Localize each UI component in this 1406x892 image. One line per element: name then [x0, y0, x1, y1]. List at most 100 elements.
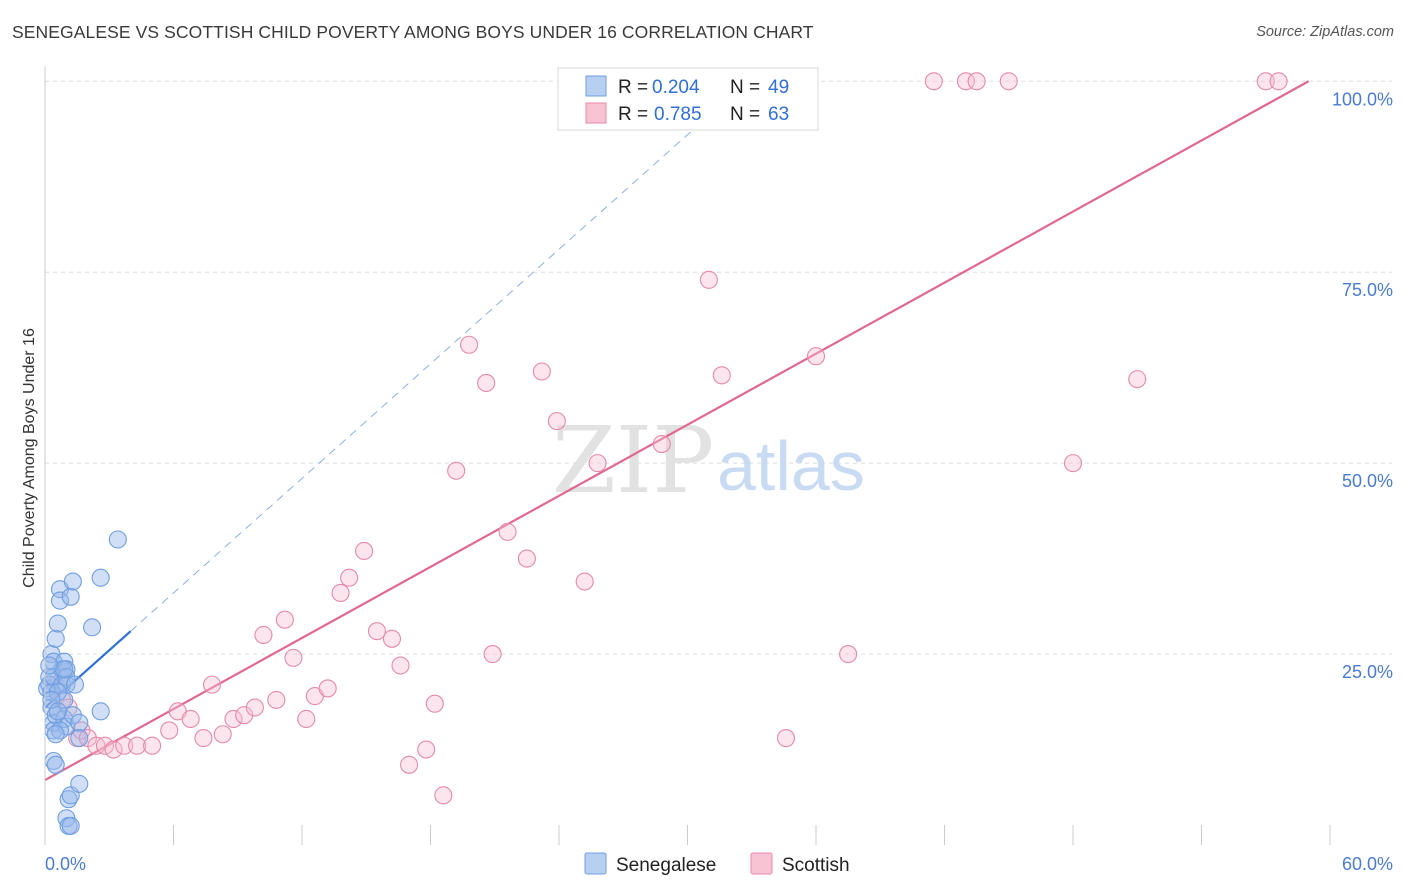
axes: 25.0% 50.0% 75.0% 100.0% 0.0% 60.0%	[44, 66, 1393, 874]
point-scottish	[254, 625, 273, 645]
point-scottish	[417, 740, 436, 759]
point-scottish	[194, 729, 213, 748]
legend-r-value-scottish: 0.785	[654, 104, 702, 125]
point-senegalese	[91, 568, 110, 587]
point-scottish	[498, 522, 517, 541]
source-credit: Source: ZipAtlas.com	[1256, 24, 1394, 40]
point-senegalese	[48, 683, 67, 702]
point-senegalese	[61, 816, 80, 835]
x-tick-label-min: 0.0%	[45, 854, 86, 874]
point-scottish	[245, 698, 264, 717]
point-scottish	[331, 583, 350, 603]
bottom-legend: Senegalese Scottish	[584, 852, 850, 876]
point-senegalese	[55, 709, 74, 729]
point-scottish	[203, 675, 222, 694]
legend-r-value-senegalese: 0.204	[652, 77, 700, 98]
point-senegalese	[63, 572, 82, 591]
y-tick-label: 25.0%	[1342, 662, 1393, 682]
point-scottish	[382, 629, 402, 648]
point-senegalese	[46, 725, 65, 744]
watermark-atlas: atlas	[717, 427, 865, 505]
point-scottish	[806, 347, 826, 366]
point-scottish	[477, 373, 496, 392]
trend-lines	[44, 80, 1310, 782]
point-scottish	[72, 721, 91, 740]
grid	[45, 80, 1392, 655]
point-scottish	[391, 656, 410, 675]
point-scottish	[517, 549, 536, 568]
point-scottish	[776, 729, 796, 748]
point-scottish	[95, 736, 115, 755]
bottom-legend-senegalese: Senegalese	[616, 855, 716, 876]
point-scottish	[532, 362, 551, 381]
point-senegalese	[61, 587, 80, 606]
data-points	[38, 72, 1288, 835]
point-scottish	[1256, 72, 1275, 91]
point-scottish	[355, 541, 374, 561]
point-scottish	[284, 648, 303, 667]
point-scottish	[1269, 72, 1288, 91]
point-senegalese	[55, 652, 74, 671]
legend-n-value-scottish: 63	[768, 104, 789, 125]
bottom-legend-swatch-scottish	[750, 852, 773, 875]
point-scottish	[839, 645, 858, 664]
legend-r-label-scottish: R =	[618, 104, 648, 125]
legend-swatch-senegalese	[585, 75, 607, 97]
point-scottish	[367, 622, 387, 641]
point-scottish	[235, 706, 254, 725]
point-scottish	[999, 72, 1018, 91]
point-senegalese	[63, 706, 82, 725]
point-scottish	[699, 270, 718, 289]
point-scottish	[652, 434, 671, 454]
point-scottish	[575, 572, 594, 591]
point-scottish	[318, 679, 337, 698]
point-scottish	[267, 690, 286, 709]
point-scottish	[967, 72, 986, 91]
point-scottish	[447, 461, 466, 480]
point-scottish	[400, 755, 419, 774]
point-scottish	[924, 72, 943, 91]
watermark: ZIP atlas	[552, 407, 865, 514]
trend-line-scottish	[44, 80, 1310, 782]
bottom-legend-swatch-senegalese	[584, 852, 607, 875]
point-scottish	[1063, 454, 1083, 473]
point-senegalese	[46, 755, 65, 774]
point-scottish	[483, 645, 502, 664]
point-scottish	[128, 736, 147, 755]
point-senegalese	[70, 774, 89, 793]
point-senegalese	[55, 660, 74, 679]
trend-extension-senegalese	[130, 96, 731, 632]
legend-n-label-scottish: N =	[730, 104, 760, 125]
y-tick-label: 100.0%	[1332, 89, 1393, 109]
point-senegalese	[40, 656, 59, 675]
point-scottish	[425, 694, 444, 713]
point-scottish	[160, 721, 179, 740]
legend-swatch-scottish	[585, 102, 607, 124]
point-senegalese	[83, 618, 102, 637]
point-senegalese	[48, 614, 67, 633]
point-senegalese	[108, 530, 127, 549]
x-tick-label-max: 60.0%	[1342, 854, 1393, 874]
chart-title: SENEGALESE VS SCOTTISH CHILD POVERTY AMO…	[12, 22, 814, 42]
point-senegalese	[42, 690, 61, 709]
legend-r-label-senegalese: R =	[618, 77, 648, 98]
point-senegalese	[91, 702, 110, 721]
point-scottish	[143, 736, 162, 755]
y-tick-label: 75.0%	[1342, 280, 1393, 300]
point-scottish	[224, 709, 243, 729]
point-scottish	[547, 412, 566, 431]
point-senegalese	[70, 729, 89, 748]
point-senegalese	[50, 591, 70, 610]
y-axis-title: Child Poverty Among Boys Under 16	[21, 328, 38, 588]
point-scottish	[712, 366, 731, 385]
point-senegalese	[65, 675, 85, 694]
point-senegalese	[70, 713, 89, 732]
point-scottish	[1128, 370, 1147, 389]
legend-n-value-senegalese: 49	[768, 77, 789, 98]
point-scottish	[297, 709, 316, 729]
legend-n-label-senegalese: N =	[730, 77, 760, 98]
point-scottish	[956, 72, 975, 91]
point-scottish	[340, 568, 359, 587]
point-scottish	[275, 610, 294, 629]
